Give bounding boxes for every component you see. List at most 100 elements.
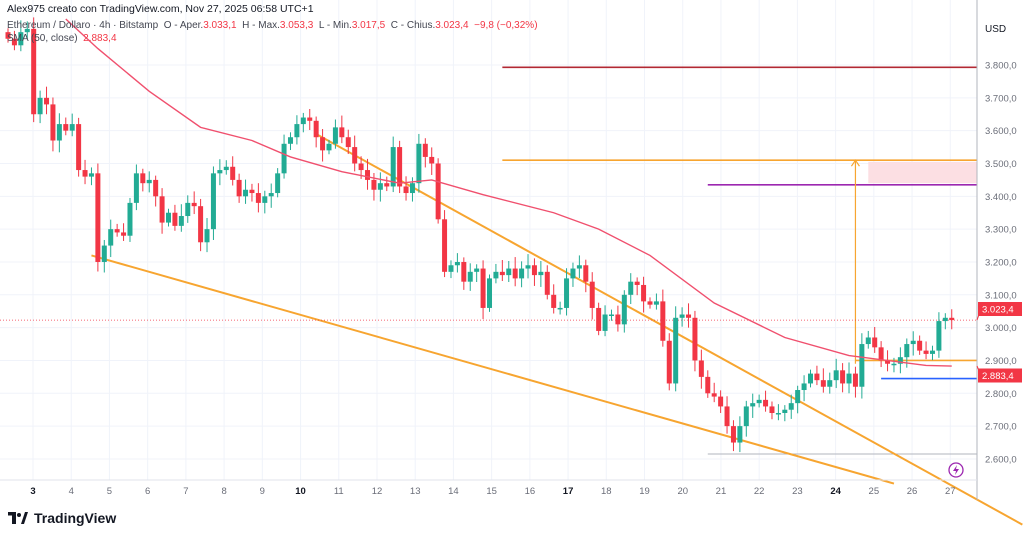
y-tick-label: 2.700,0 bbox=[985, 422, 1017, 433]
candle-body bbox=[37, 97, 43, 115]
candle-body bbox=[628, 281, 634, 295]
candle-body bbox=[442, 219, 448, 272]
candle-body bbox=[795, 390, 801, 404]
x-tick-label: 6 bbox=[145, 486, 150, 497]
close-value: 3.023,4 bbox=[435, 20, 469, 31]
x-tick-label: 22 bbox=[754, 486, 765, 497]
candle-body bbox=[377, 183, 383, 190]
x-tick-label: 4 bbox=[69, 486, 74, 497]
y-tick-label: 2.900,0 bbox=[985, 356, 1017, 367]
candle-body bbox=[268, 193, 274, 197]
candle-body bbox=[5, 32, 11, 39]
x-tick-label: 23 bbox=[792, 486, 803, 497]
candle-body bbox=[44, 97, 50, 105]
lightning-icon[interactable] bbox=[948, 462, 964, 478]
candle-body bbox=[487, 278, 492, 308]
last-price-label: 3.023,4 bbox=[982, 305, 1014, 316]
candle-body bbox=[255, 193, 261, 203]
candle-body bbox=[474, 268, 480, 272]
candle-body bbox=[525, 265, 531, 269]
candle-body bbox=[287, 137, 293, 144]
candle-body bbox=[519, 268, 525, 279]
candle-body bbox=[275, 173, 281, 194]
candle-body bbox=[313, 120, 319, 138]
candle-body bbox=[531, 265, 537, 276]
candle-body bbox=[56, 124, 62, 141]
high-label: H - Max. bbox=[242, 20, 280, 31]
candle-body bbox=[76, 124, 82, 171]
candle-body bbox=[69, 124, 75, 131]
symbol-name: Ethereum / Dollaro · 4h · Bitstamp bbox=[7, 20, 159, 31]
symbol-legend[interactable]: Ethereum / Dollaro · 4h · Bitstamp O - A… bbox=[7, 20, 538, 31]
tradingview-logo-icon bbox=[8, 512, 28, 524]
indicator-legend[interactable]: SMA (50, close) 2.883,4 bbox=[7, 33, 117, 44]
last-price-label-bg bbox=[978, 302, 1022, 316]
x-tick-label: 16 bbox=[525, 486, 536, 497]
candle-body bbox=[365, 170, 371, 180]
y-tick-label: 3.400,0 bbox=[985, 192, 1017, 203]
candle-body bbox=[121, 232, 127, 236]
candle-body bbox=[320, 137, 326, 151]
tradingview-logo[interactable]: TradingView bbox=[8, 510, 116, 526]
sma-line bbox=[65, 18, 952, 367]
candle-body bbox=[185, 202, 191, 217]
candle-body bbox=[499, 271, 505, 276]
candle-body bbox=[885, 360, 891, 364]
candle-body bbox=[692, 317, 698, 361]
y-tick-label: 3.700,0 bbox=[985, 93, 1017, 104]
candle-body bbox=[737, 426, 743, 443]
candle-body bbox=[198, 206, 204, 243]
candle-body bbox=[827, 380, 833, 387]
x-tick-label: 18 bbox=[601, 486, 612, 497]
x-tick-label: 5 bbox=[107, 486, 112, 497]
x-tick-label: 25 bbox=[869, 486, 880, 497]
candle-body bbox=[686, 314, 692, 318]
candle-body bbox=[281, 143, 287, 174]
candle-body bbox=[904, 344, 910, 358]
x-tick-label: 10 bbox=[295, 486, 306, 497]
candle-body bbox=[409, 183, 415, 194]
candle-body bbox=[223, 166, 229, 171]
candle-body bbox=[101, 245, 107, 262]
candle-body bbox=[782, 409, 788, 413]
candle-body bbox=[942, 317, 948, 322]
candle-body bbox=[217, 170, 223, 174]
candle-body bbox=[82, 170, 88, 177]
trendline bbox=[91, 254, 895, 485]
x-tick-label: 21 bbox=[716, 486, 727, 497]
candle-body bbox=[50, 104, 56, 141]
candle-body bbox=[936, 321, 942, 351]
candle-body bbox=[647, 301, 653, 305]
candle-body bbox=[332, 127, 338, 144]
candle-body bbox=[95, 173, 101, 262]
y-tick-label: 3.500,0 bbox=[985, 159, 1017, 170]
candle-body bbox=[711, 393, 717, 397]
candle-body bbox=[345, 137, 351, 148]
x-tick-label: 13 bbox=[410, 486, 421, 497]
x-tick-label: 14 bbox=[448, 486, 459, 497]
candle-body bbox=[814, 373, 820, 381]
low-value: 3.017,5 bbox=[351, 20, 386, 31]
y-tick-label: 3.100,0 bbox=[985, 290, 1017, 301]
sma-50-line bbox=[65, 18, 952, 367]
candle-body bbox=[243, 189, 249, 197]
candle-body bbox=[551, 294, 557, 308]
candle-body bbox=[352, 147, 358, 164]
sma-price-label: 2.883,4 bbox=[982, 371, 1014, 382]
close-label: C - Chius. bbox=[390, 20, 436, 31]
candle-body bbox=[133, 173, 139, 203]
candle-body bbox=[422, 143, 428, 157]
candle-body bbox=[653, 301, 659, 305]
x-tick-label: 11 bbox=[334, 486, 344, 497]
candle-body bbox=[172, 212, 178, 226]
candle-body bbox=[698, 360, 704, 377]
axes[interactable]: 3.800,0 3.700,0 3.600,0 3.500,0 3.400,0 3.300… bbox=[0, 0, 1022, 500]
candle-body bbox=[589, 281, 595, 308]
x-tick-label: 9 bbox=[260, 486, 265, 497]
candle-body bbox=[679, 314, 685, 318]
candle-body bbox=[929, 350, 935, 354]
y-tick-label: 3.600,0 bbox=[985, 126, 1017, 137]
candle-body bbox=[859, 344, 865, 387]
candle-body bbox=[833, 370, 839, 381]
